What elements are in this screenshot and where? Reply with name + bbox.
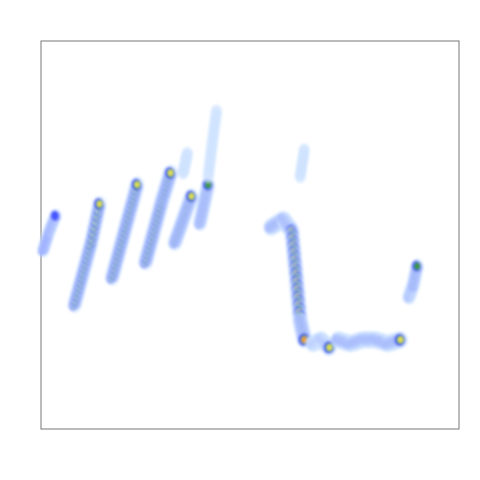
heatmap-cell-high xyxy=(397,336,404,343)
heatmap-marks xyxy=(37,104,424,356)
heatmap-cell-halo xyxy=(298,143,310,157)
heatmap-cell-halo xyxy=(210,104,223,118)
heatmap-cell-mid xyxy=(413,262,421,270)
heatmap-cell-high xyxy=(326,344,333,351)
heatmap-cell-high xyxy=(134,181,140,188)
heatmap-cell-low xyxy=(50,210,59,221)
heatmap-cell-high xyxy=(96,200,103,208)
heatmap-cell-high xyxy=(188,193,195,200)
heatmap-cell-halo xyxy=(181,146,193,161)
heatmap-cell-high xyxy=(167,169,174,177)
plot-frame xyxy=(40,40,460,430)
